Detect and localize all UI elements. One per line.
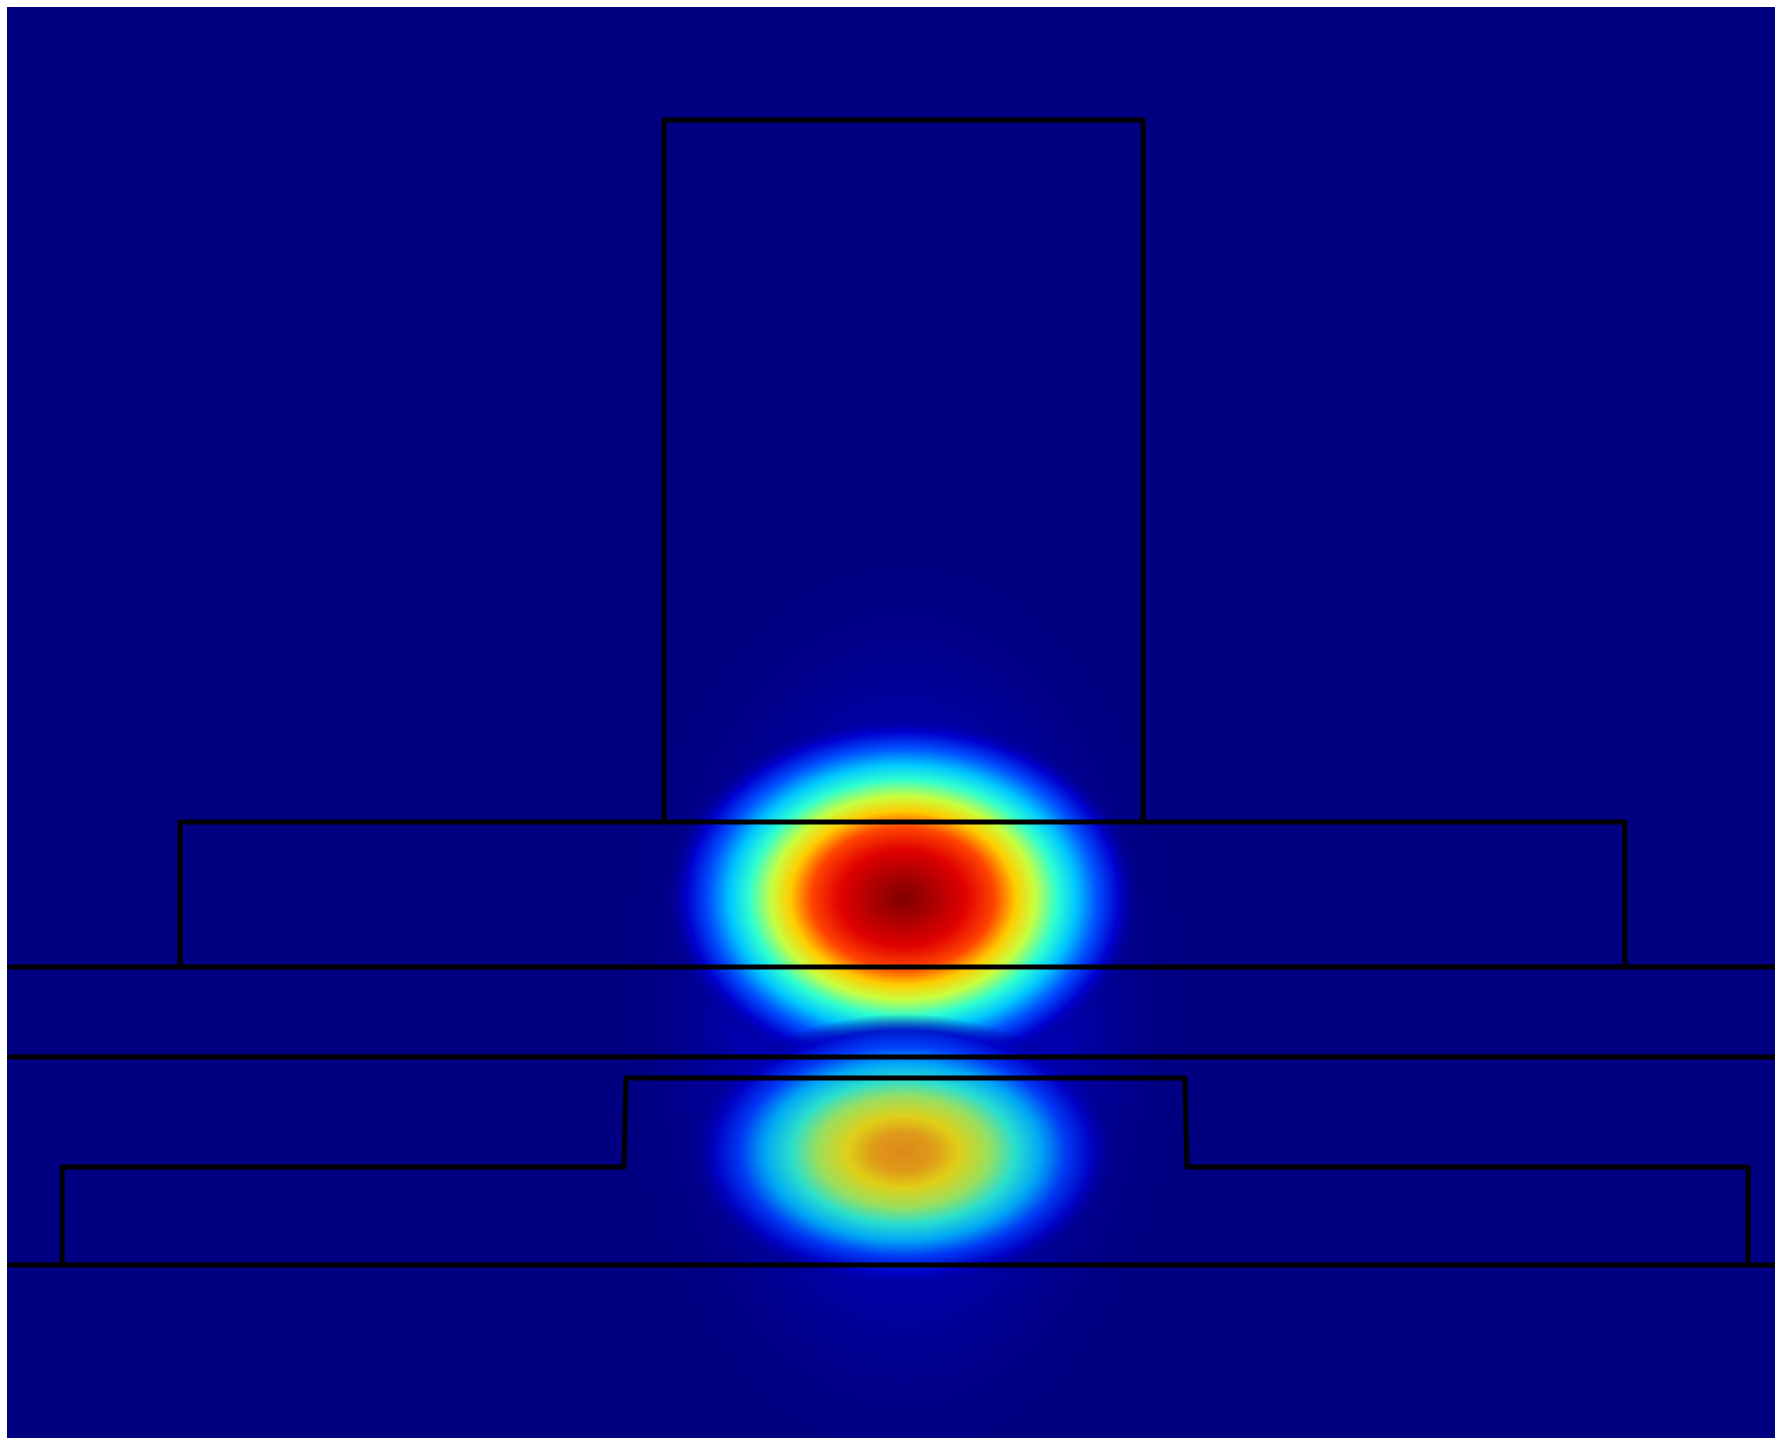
geometry-outlines bbox=[7, 117, 1775, 1268]
upper-slab-outline bbox=[177, 819, 1628, 967]
lower-rib-outline bbox=[59, 1075, 1751, 1265]
plot-area bbox=[7, 7, 1775, 1438]
upper-mode-lobe bbox=[663, 713, 1143, 1083]
top-rib-outline bbox=[661, 117, 1146, 820]
lower-mode-lobe bbox=[688, 1014, 1118, 1290]
